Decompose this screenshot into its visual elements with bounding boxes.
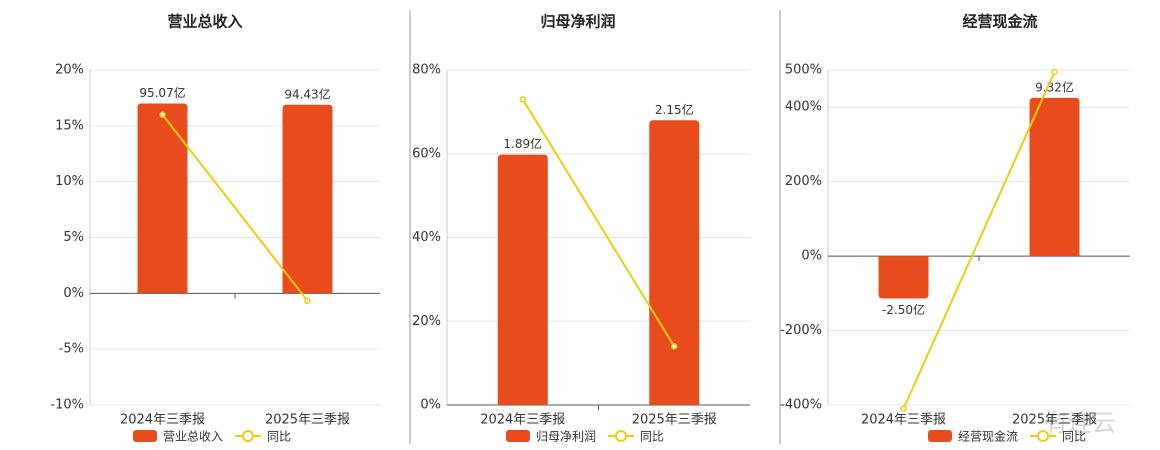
line-point bbox=[304, 297, 311, 305]
y-tick-label: 5% bbox=[63, 230, 84, 245]
legend-swatch bbox=[615, 430, 627, 442]
x-tick-label: 2024年三季报 bbox=[120, 413, 205, 428]
legend-swatch bbox=[242, 430, 254, 442]
y-tick-label: 15% bbox=[55, 118, 84, 133]
y-tick-label: 500% bbox=[785, 63, 822, 78]
y-tick-label: -200% bbox=[780, 323, 822, 338]
x-tick-label: 2025年三季报 bbox=[632, 413, 717, 428]
bar bbox=[878, 256, 929, 299]
watermark: 有连云 bbox=[1044, 409, 1116, 437]
y-tick-label: -10% bbox=[50, 398, 84, 413]
chart-title: 经营现金流 bbox=[962, 13, 1037, 31]
y-tick-label: 20% bbox=[412, 314, 441, 329]
line bbox=[161, 114, 309, 302]
y-tick-label: 40% bbox=[412, 230, 441, 245]
y-tick-label: -400% bbox=[780, 398, 822, 413]
line-point bbox=[1051, 68, 1058, 76]
y-tick-label: 400% bbox=[785, 100, 822, 115]
legend-swatch bbox=[928, 430, 952, 442]
data-label: 94.43亿 bbox=[284, 86, 330, 101]
legend-swatch bbox=[506, 430, 530, 442]
bar bbox=[137, 103, 188, 294]
y-tick-label: 0% bbox=[420, 398, 441, 413]
bar bbox=[282, 104, 333, 294]
y-tick-label: -5% bbox=[59, 342, 84, 357]
legend-label: 同比 bbox=[640, 430, 664, 444]
y-tick-label: 0% bbox=[63, 286, 84, 301]
y-tick-label: 10% bbox=[55, 174, 84, 189]
x-tick-label: 2024年三季报 bbox=[861, 413, 946, 428]
bar bbox=[649, 120, 700, 405]
data-label: 9.32亿 bbox=[1035, 79, 1074, 94]
legend-label: 同比 bbox=[267, 430, 291, 444]
line-point bbox=[519, 96, 526, 103]
data-label: 2.15亿 bbox=[655, 102, 694, 117]
x-tick-label: 2025年三季报 bbox=[1012, 413, 1097, 428]
y-tick-label: 200% bbox=[785, 174, 822, 189]
bar bbox=[1029, 97, 1080, 257]
x-tick-label: 2025年三季报 bbox=[265, 413, 350, 428]
data-label: 1.89亿 bbox=[503, 136, 542, 151]
legend-label: 归母净利润 bbox=[536, 430, 596, 444]
legend-label: 同比 bbox=[1062, 430, 1086, 444]
x-tick-label: 2024年三季报 bbox=[480, 413, 565, 428]
legend-label: 经营现金流 bbox=[958, 429, 1018, 444]
line-point bbox=[900, 405, 907, 412]
legend-swatch bbox=[1037, 430, 1049, 442]
y-tick-label: 60% bbox=[412, 146, 441, 161]
data-label: -2.50亿 bbox=[882, 302, 925, 317]
legend-swatch bbox=[133, 430, 157, 442]
y-tick-label: 20% bbox=[55, 63, 84, 78]
chart-title: 归母净利润 bbox=[540, 13, 615, 31]
data-label: 95.07亿 bbox=[139, 85, 185, 100]
bar bbox=[497, 154, 548, 405]
line-point bbox=[159, 111, 166, 118]
chart-title: 营业总收入 bbox=[167, 13, 242, 31]
line-point bbox=[671, 343, 678, 350]
line bbox=[902, 71, 1056, 410]
line bbox=[521, 98, 676, 347]
y-tick-label: 0% bbox=[801, 249, 822, 264]
y-tick-label: 80% bbox=[412, 63, 441, 78]
legend-label: 营业总收入 bbox=[163, 430, 223, 444]
